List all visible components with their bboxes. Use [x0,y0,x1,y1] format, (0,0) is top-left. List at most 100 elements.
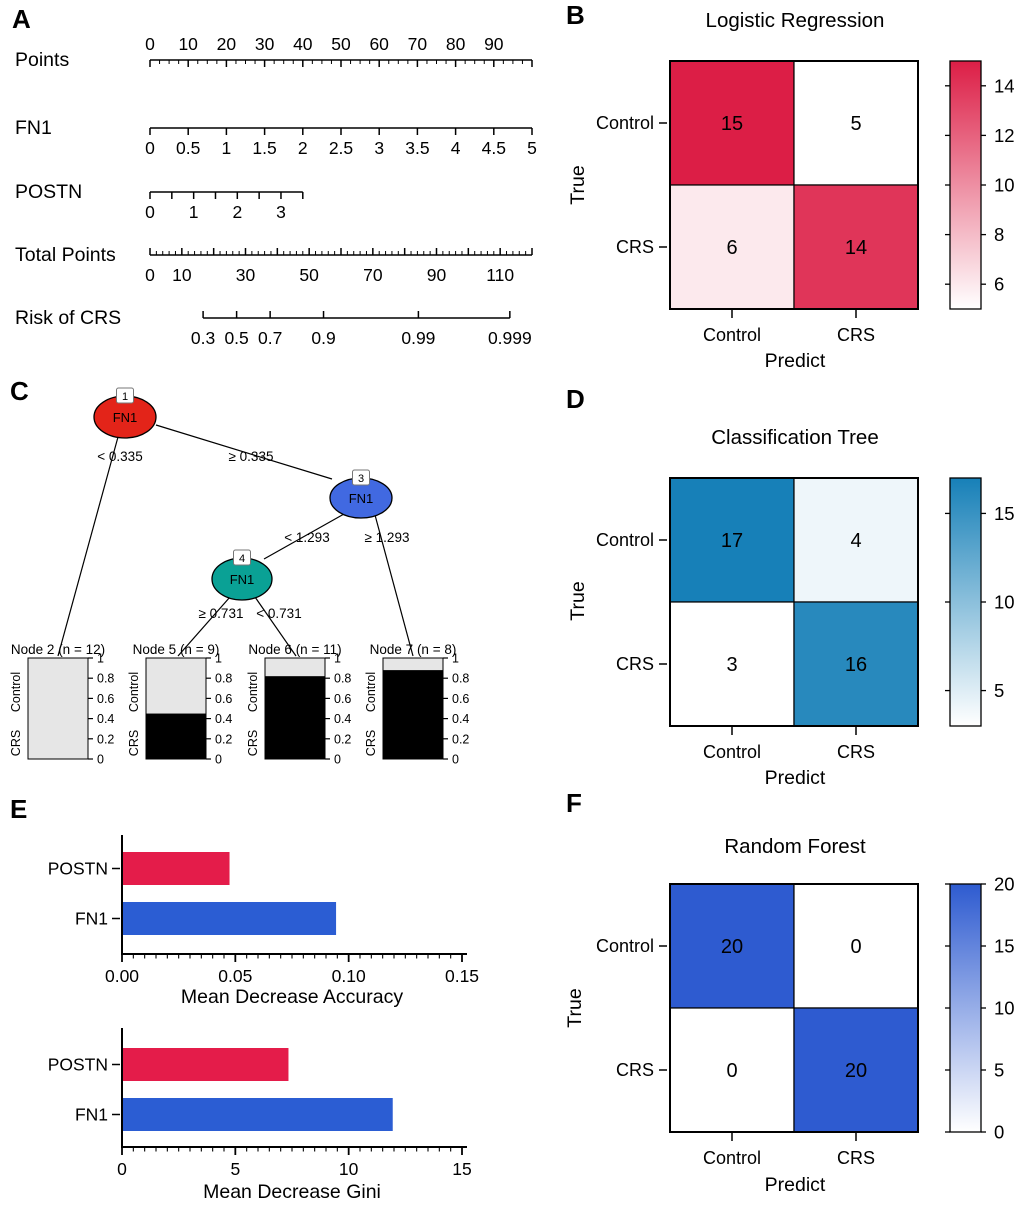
tick-label: 0.7 [258,328,282,348]
tick-label: 4 [451,138,461,158]
heatmap-cell [793,184,919,310]
panel-label-d: D [566,384,585,414]
terminal-node-plot: Node 2 (n = 12) 0 0.2 0.4 0.6 0.8 1 Control CRS [9,642,114,767]
tick-label: 90 [484,34,504,54]
tick-label: 0 [145,202,155,222]
tick-label: 0.6 [97,692,114,706]
panel-f-title: Random Forest [724,835,866,858]
tick-label: 70 [363,265,383,285]
bar-postn [123,852,230,885]
cell-value: 0 [850,936,861,958]
colorbar-tick-label: 20 [994,874,1015,895]
node-variable: FN1 [230,572,255,587]
tick-label: 0.8 [97,672,114,686]
tick-label: 60 [369,34,389,54]
tick-label: 0 [452,753,459,767]
node-id-box [352,469,370,486]
tick-label: 1 [97,652,104,666]
tick-label: 0.6 [452,692,469,706]
panel-label-b: B [566,0,585,30]
tree-node-3: FN1 3 [329,469,393,519]
tick-label: 2.5 [329,138,353,158]
heatmap-cell [669,883,795,1009]
tick-label: 10 [172,265,192,285]
importance-chart: 0.00 0.05 0.10 0.15 POSTN FN1 [48,835,479,986]
class-label-control: Control [9,672,23,712]
row-label: CRS [616,654,654,674]
bar-fn1 [123,1098,393,1131]
node-id: 4 [239,553,245,565]
heatmap-cell [793,601,919,727]
tick-label: 0.2 [334,732,351,746]
terminal-title: Node 5 (n = 9) [133,642,220,657]
col-label: Control [703,1148,761,1168]
colorbar-tick-label: 10 [994,175,1015,196]
colorbar-tick-label: 12 [994,125,1015,146]
nomogram-axis-postn: 0 1 2 3 [145,191,304,222]
panel-b-heatmap: 15 5 6 14 Control CRS Control CRS 6 8 10 12 14 [596,60,1015,345]
tick-label: 70 [408,34,428,54]
tick-label: 0.4 [334,712,351,726]
tick-label: 0.99 [401,328,435,348]
tick-label: 1 [215,652,222,666]
bar-postn [123,1048,289,1081]
colorbar-tick-label: 0 [994,1122,1004,1143]
tree-edge [155,424,333,480]
split-label: < 1.293 [284,530,329,545]
tick-label: 0.4 [97,712,114,726]
terminal-node-plot: Node 7 (n = 8) 0 0.2 0.4 0.6 0.8 1 Control CRS [364,642,469,767]
tick-label: 20 [217,34,237,54]
tick-label: 80 [446,34,466,54]
stacked-bar-crs [265,676,325,759]
colorbar [949,883,982,1133]
colorbar-tick-label: 14 [994,75,1015,96]
confusion-matrix: 17 4 3 16 Control CRS Control CRS 5 10 15 [596,477,1015,762]
tick-label: 0.8 [334,672,351,686]
tick-label: 0 [145,34,155,54]
cell-value: 16 [845,654,867,676]
row-label: Control [596,936,654,956]
cell-value: 6 [726,237,737,259]
terminal-title: Node 7 (n = 8) [370,642,457,657]
category-label: POSTN [48,1055,108,1075]
colorbar-tick-label: 15 [994,936,1015,957]
col-label: CRS [837,742,875,762]
class-label-crs: CRS [364,730,378,756]
tick-label: 0.10 [332,966,366,986]
tree-edge [177,596,231,657]
tree-edge [254,596,297,657]
tick-label: 0 [145,265,155,285]
split-label: ≥ 0.731 [199,606,244,621]
tick-label: 0.6 [215,692,232,706]
tick-label: 0.5 [176,138,200,158]
cell-value: 14 [845,237,867,259]
cell-value: 17 [721,530,743,552]
col-label: Control [703,325,761,345]
tick-label: 4.5 [482,138,506,158]
tick-label: 10 [178,34,198,54]
tick-label: 3 [374,138,384,158]
nomogram-axis-points: 0 10 20 30 40 50 60 70 80 90 [145,34,533,67]
col-label: CRS [837,325,875,345]
tick-label: 0.2 [215,732,232,746]
row-label: Control [596,113,654,133]
tick-label: 0.999 [488,328,532,348]
panel-a-nomogram: 0 10 20 30 40 50 60 70 80 900 0.5 1 1.5 2 2.5 3 3.5 4 4.5 5… [145,34,537,348]
colorbar-tick-label: 5 [994,680,1004,701]
colorbar-tick-label: 5 [994,1060,1004,1081]
node-variable: FN1 [113,410,138,425]
confusion-matrix: 20 0 0 20 Control CRS Control CRS 0 5 10 15 20 [596,874,1015,1169]
stacked-bar-crs [146,713,206,759]
tick-label: 0.9 [311,328,335,348]
stacked-bar-crs [383,670,443,759]
tree-edge [263,513,345,560]
matrix-border [669,60,919,310]
tick-label: 1 [452,652,459,666]
tick-label: 0.8 [215,672,232,686]
terminal-node-plot: Node 6 (n = 11) 0 0.2 0.4 0.6 0.8 1 Control CRS [246,642,351,767]
axis-label-postn: POSTN [15,181,83,203]
tick-label: 90 [427,265,447,285]
cell-value: 0 [726,1060,737,1082]
axis-label-total-points: Total Points [15,244,116,266]
tick-label: 0.2 [97,732,114,746]
